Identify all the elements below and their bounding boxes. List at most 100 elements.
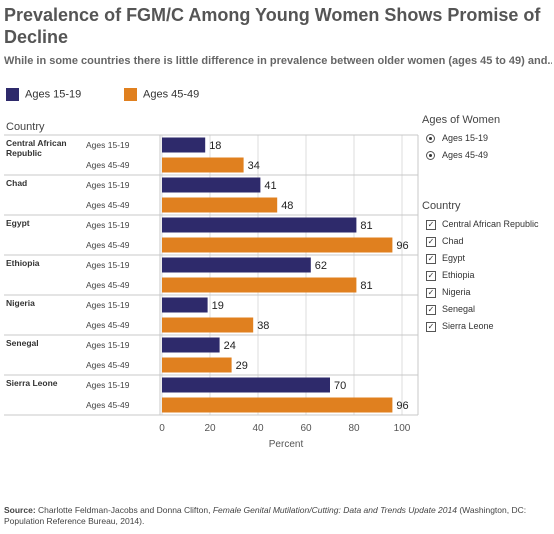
series-row-label: Ages 45-49	[86, 160, 130, 170]
ages-option-label: Ages 45-49	[442, 150, 489, 160]
series-row-label: Ages 15-19	[86, 380, 130, 390]
legend-label: Ages 45-49	[143, 88, 200, 101]
source-title: Female Genital Mutilation/Cutting: Data …	[212, 505, 457, 515]
bar	[162, 377, 330, 393]
category-label: Ethiopia	[6, 258, 40, 268]
bar	[162, 397, 393, 413]
checkbox-icon[interactable]: ✓	[426, 321, 436, 332]
country-option[interactable]: ✓ Chad	[422, 233, 552, 250]
country-option[interactable]: ✓ Egypt	[422, 250, 552, 267]
data-label: 70	[334, 380, 346, 392]
checkbox-icon[interactable]: ✓	[426, 287, 436, 298]
category-label: Nigeria	[6, 298, 35, 308]
bar	[162, 317, 254, 333]
bar	[162, 297, 208, 313]
legend-swatch-ages-15-19	[6, 88, 19, 101]
country-option-label: Central African Republic	[442, 219, 539, 229]
country-option[interactable]: ✓ Ethiopia	[422, 267, 552, 284]
checkbox-icon[interactable]: ✓	[426, 219, 436, 230]
data-label: 41	[264, 180, 276, 192]
checkbox-icon[interactable]: ✓	[426, 236, 436, 247]
ages-option-45-49[interactable]: Ages 45-49	[422, 147, 552, 164]
category-header: Country	[6, 121, 45, 133]
country-option-label: Egypt	[442, 253, 466, 263]
legend-item-ages-15-19[interactable]: Ages 15-19	[6, 88, 81, 101]
chart-title: Prevalence of FGM/C Among Young Women Sh…	[4, 5, 541, 47]
data-label: 96	[396, 400, 408, 412]
checkbox-icon[interactable]: ✓	[426, 270, 436, 281]
series-row-label: Ages 15-19	[86, 340, 130, 350]
country-option[interactable]: ✓ Central African Republic	[422, 216, 552, 233]
source-label: Source:	[4, 505, 36, 515]
bar	[162, 257, 311, 273]
x-tick-label: 0	[159, 423, 165, 434]
source-text: Charlotte Feldman-Jacobs and Donna Clift…	[35, 505, 213, 515]
category-label: Central African Republic	[6, 138, 67, 158]
checkbox-icon[interactable]: ✓	[426, 253, 436, 264]
ages-option-label: Ages 15-19	[442, 133, 489, 143]
data-label: 48	[281, 200, 293, 212]
x-axis-label: Percent	[269, 439, 304, 450]
bar-chart: Country Central African Republic Chad Egypt E…	[4, 121, 419, 450]
filter-panel: Ages of Women Ages 15-19 Ages 45-49 Coun…	[422, 114, 552, 335]
series-row-label: Ages 45-49	[86, 280, 130, 290]
data-label: 19	[212, 300, 224, 312]
data-label: 24	[224, 340, 236, 352]
source-note: Source: Charlotte Feldman-Jacobs and Don…	[4, 505, 550, 527]
data-label: 96	[396, 240, 408, 252]
series-row-label: Ages 45-49	[86, 320, 130, 330]
x-tick-label: 40	[252, 423, 264, 434]
x-tick-label: 20	[204, 423, 216, 434]
data-label: 29	[236, 360, 248, 372]
data-label: 81	[360, 220, 372, 232]
country-option[interactable]: ✓ Sierra Leone	[422, 318, 552, 335]
country-option-label: Nigeria	[442, 287, 471, 297]
bar	[162, 197, 278, 213]
bar	[162, 157, 244, 173]
country-option-label: Senegal	[442, 304, 476, 314]
data-label: 34	[248, 160, 260, 172]
bar	[162, 177, 261, 193]
data-label: 38	[257, 320, 269, 332]
series-row-label: Ages 15-19	[86, 140, 130, 150]
bar	[162, 277, 357, 293]
data-label: 62	[315, 260, 327, 272]
country-option-label: Chad	[442, 236, 464, 246]
series-row-label: Ages 45-49	[86, 400, 130, 410]
data-label: 18	[209, 140, 221, 152]
radio-icon[interactable]	[426, 151, 435, 161]
series-row-label: Ages 45-49	[86, 200, 130, 210]
data-label: 81	[360, 280, 372, 292]
country-option[interactable]: ✓ Senegal	[422, 301, 552, 318]
ages-option-15-19[interactable]: Ages 15-19	[422, 130, 552, 147]
checkbox-icon[interactable]: ✓	[426, 304, 436, 315]
x-tick-label: 100	[394, 423, 411, 434]
x-tick-label: 80	[348, 423, 360, 434]
x-tick-label: 60	[300, 423, 312, 434]
bar	[162, 357, 232, 373]
country-filter-list: ✓ Central African Republic ✓ Chad ✓ Egypt ✓ Eth…	[422, 216, 552, 335]
category-label: Chad	[6, 178, 27, 188]
ages-filter-title: Ages of Women	[422, 114, 501, 126]
chart-subtitle: While in some countries there is little …	[4, 55, 552, 67]
series-row-label: Ages 45-49	[86, 360, 130, 370]
category-label: Sierra Leone	[6, 378, 58, 388]
radio-icon[interactable]	[426, 134, 435, 144]
series-row-label: Ages 15-19	[86, 260, 130, 270]
bar	[162, 237, 393, 253]
bar	[162, 137, 206, 153]
series-row-label: Ages 45-49	[86, 240, 130, 250]
legend-label: Ages 15-19	[25, 88, 82, 101]
legend-item-ages-45-49[interactable]: Ages 45-49	[124, 88, 199, 101]
series-row-label: Ages 15-19	[86, 300, 130, 310]
source-tail: (Washington, DC: Population Reference Bu…	[4, 505, 527, 526]
country-option-label: Sierra Leone	[442, 321, 494, 331]
category-label: Senegal	[6, 338, 39, 348]
legend-swatch-ages-45-49	[124, 88, 137, 101]
series-row-label: Ages 15-19	[86, 180, 130, 190]
category-label: Egypt	[6, 218, 30, 228]
country-option[interactable]: ✓ Nigeria	[422, 284, 552, 301]
country-filter-title: Country	[422, 200, 461, 212]
series-row-label: Ages 15-19	[86, 220, 130, 230]
bar	[162, 337, 220, 353]
